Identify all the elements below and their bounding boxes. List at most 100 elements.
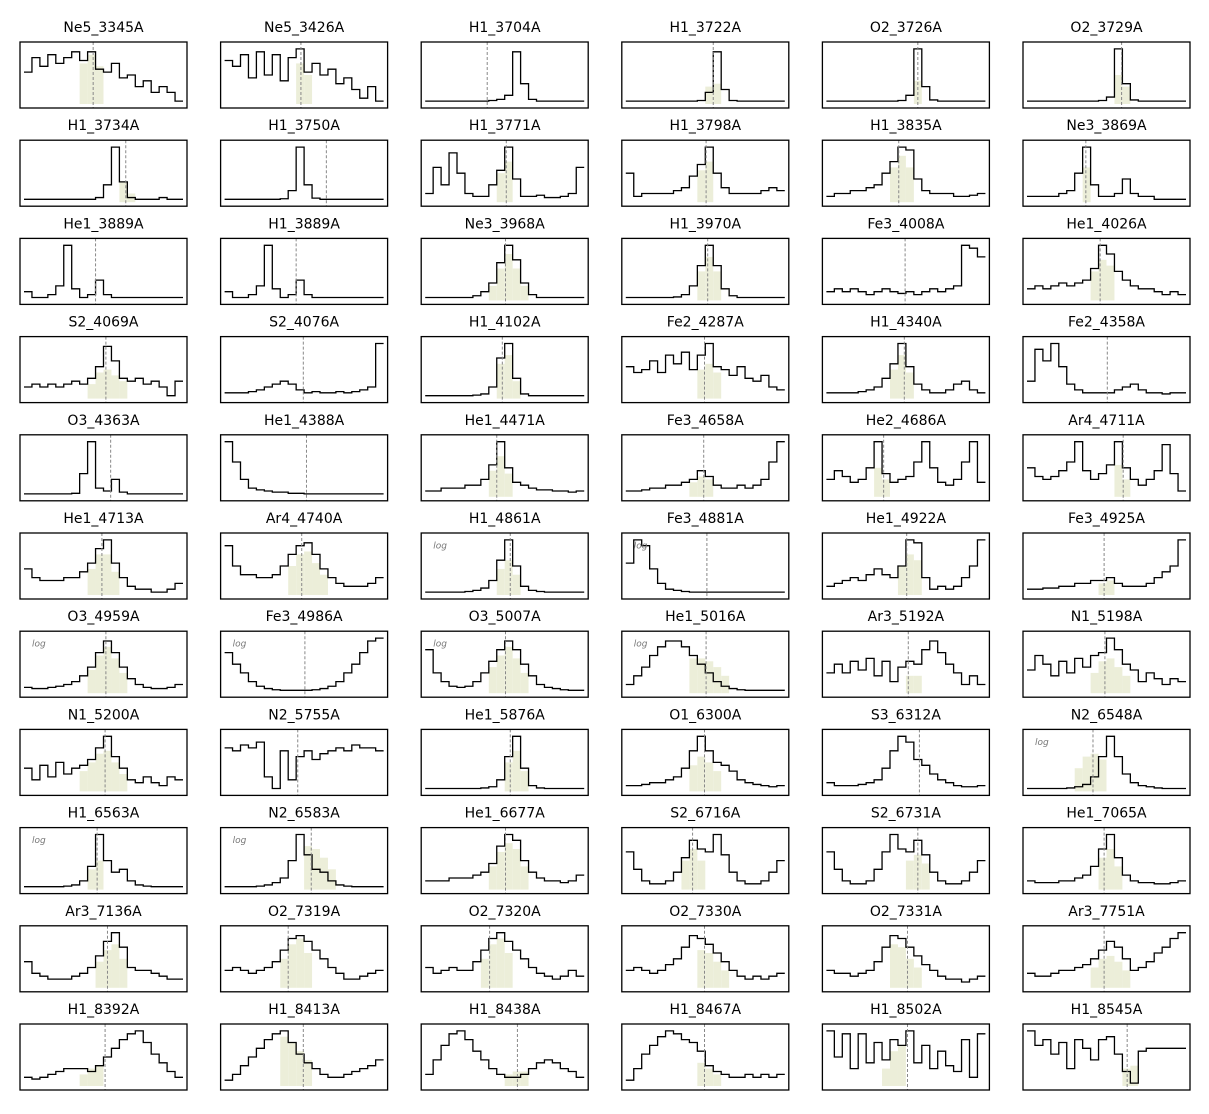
fit-area (103, 646, 112, 694)
panel: O2_3729A (1022, 20, 1191, 109)
fit-area (95, 860, 104, 890)
panel: H1_8438A (420, 1002, 589, 1091)
panel-frame (621, 826, 790, 895)
spectrum-line (826, 833, 986, 885)
fit-area (1090, 753, 1099, 792)
fit-area (512, 658, 521, 694)
panel: He1_3889A (19, 216, 188, 306)
fit-area (1098, 583, 1107, 595)
spectrum-line (425, 342, 585, 397)
panel-title: He1_4922A (866, 511, 947, 527)
fit-area (721, 970, 730, 988)
fit-area (119, 181, 128, 203)
panel-title: H1_3889A (268, 216, 340, 232)
panel: N1_5200A (19, 707, 188, 797)
fit-area (1114, 464, 1123, 497)
panel-title: H1_8502A (870, 1002, 942, 1018)
fit-area (320, 574, 328, 595)
fit-area (705, 762, 714, 792)
fit-area (496, 268, 505, 301)
spectrum-line (1027, 146, 1186, 200)
panel-frame (621, 630, 790, 698)
fit-area (1082, 756, 1091, 792)
spectrum-line (625, 539, 785, 593)
fit-area (1106, 265, 1115, 301)
fit-area (504, 473, 513, 497)
spectrum-line (1027, 637, 1186, 686)
panel-frame (420, 728, 589, 797)
panel-frame (821, 728, 991, 797)
fit-area (1122, 1068, 1131, 1086)
panel: He1_4388A (219, 413, 389, 502)
panel-title: H1_4102A (469, 315, 541, 331)
panel: Fe3_4925A (1022, 511, 1191, 600)
fit-area (697, 271, 706, 301)
fit-area (705, 479, 714, 497)
panel: O2_7331A (821, 904, 991, 993)
panel-title: Ar4_4711A (1068, 413, 1145, 429)
panel: Ar3_7136A (19, 904, 188, 993)
panel: O2_7330A (621, 904, 790, 993)
fit-area (504, 254, 513, 301)
fit-area (296, 554, 305, 595)
fit-area (705, 86, 714, 104)
panel-frame (821, 532, 991, 600)
panel-title: Fe3_4658A (667, 413, 744, 429)
panel: Ne5_3426A (219, 20, 389, 109)
panel: H1_8392A (19, 1002, 188, 1091)
panel-title: H1_3798A (669, 118, 741, 134)
spectrum-line (625, 833, 785, 885)
fit-area (1090, 271, 1099, 301)
fit-area (111, 571, 120, 595)
scale-note: log (1035, 738, 1049, 748)
panel-title: O2_7320A (469, 904, 542, 920)
panel-frame (1022, 532, 1191, 600)
panel: H1_8502A (821, 1002, 991, 1091)
fit-area (913, 854, 922, 890)
fit-area (713, 372, 722, 399)
panel: Fe3_4008A (821, 216, 991, 306)
panel-frame (821, 925, 991, 993)
fit-area (882, 1068, 890, 1086)
panel-frame (821, 1023, 991, 1091)
panel: Ne5_3345A (19, 20, 188, 109)
panel: N1_5198A (1022, 609, 1191, 698)
spectrum-line (1027, 932, 1186, 977)
fit-area (320, 857, 328, 890)
fit-area (304, 846, 313, 890)
panel-title: H1_8392A (68, 1002, 140, 1018)
panel-frame (19, 728, 188, 797)
fit-area (1114, 866, 1123, 890)
fit-area (87, 762, 96, 792)
spectrum-line (425, 640, 585, 691)
fit-area (681, 860, 690, 890)
panel: S2_4076A (219, 315, 389, 404)
fit-area (512, 574, 521, 595)
panel: H1_3835A (821, 118, 991, 207)
panel-frame (621, 434, 790, 502)
fit-area (496, 456, 505, 497)
scale-note: log (634, 640, 648, 650)
panel-title: H1_4340A (870, 315, 942, 331)
panel-title: H1_4861A (469, 511, 541, 527)
panel: He2_4686A (821, 413, 991, 502)
panel: H1_3750A (219, 118, 389, 207)
fit-area (905, 958, 914, 988)
panel-title: He2_4686A (866, 413, 947, 429)
fit-area (705, 1068, 714, 1086)
fit-area (504, 1074, 513, 1086)
spectrum-line (224, 244, 384, 299)
fit-area (1106, 658, 1115, 694)
fit-area (95, 753, 104, 792)
panel-title: O2_7331A (870, 904, 943, 920)
panel-title: Ar3_7751A (1068, 904, 1145, 920)
panel-frame (19, 335, 188, 404)
fit-area (697, 1062, 706, 1086)
panel: S3_6312A (821, 707, 991, 797)
panel-frame (821, 434, 991, 502)
fit-area (520, 285, 529, 301)
scale-note: log (634, 542, 648, 552)
fit-area (95, 66, 104, 104)
panel-frame (420, 826, 589, 895)
